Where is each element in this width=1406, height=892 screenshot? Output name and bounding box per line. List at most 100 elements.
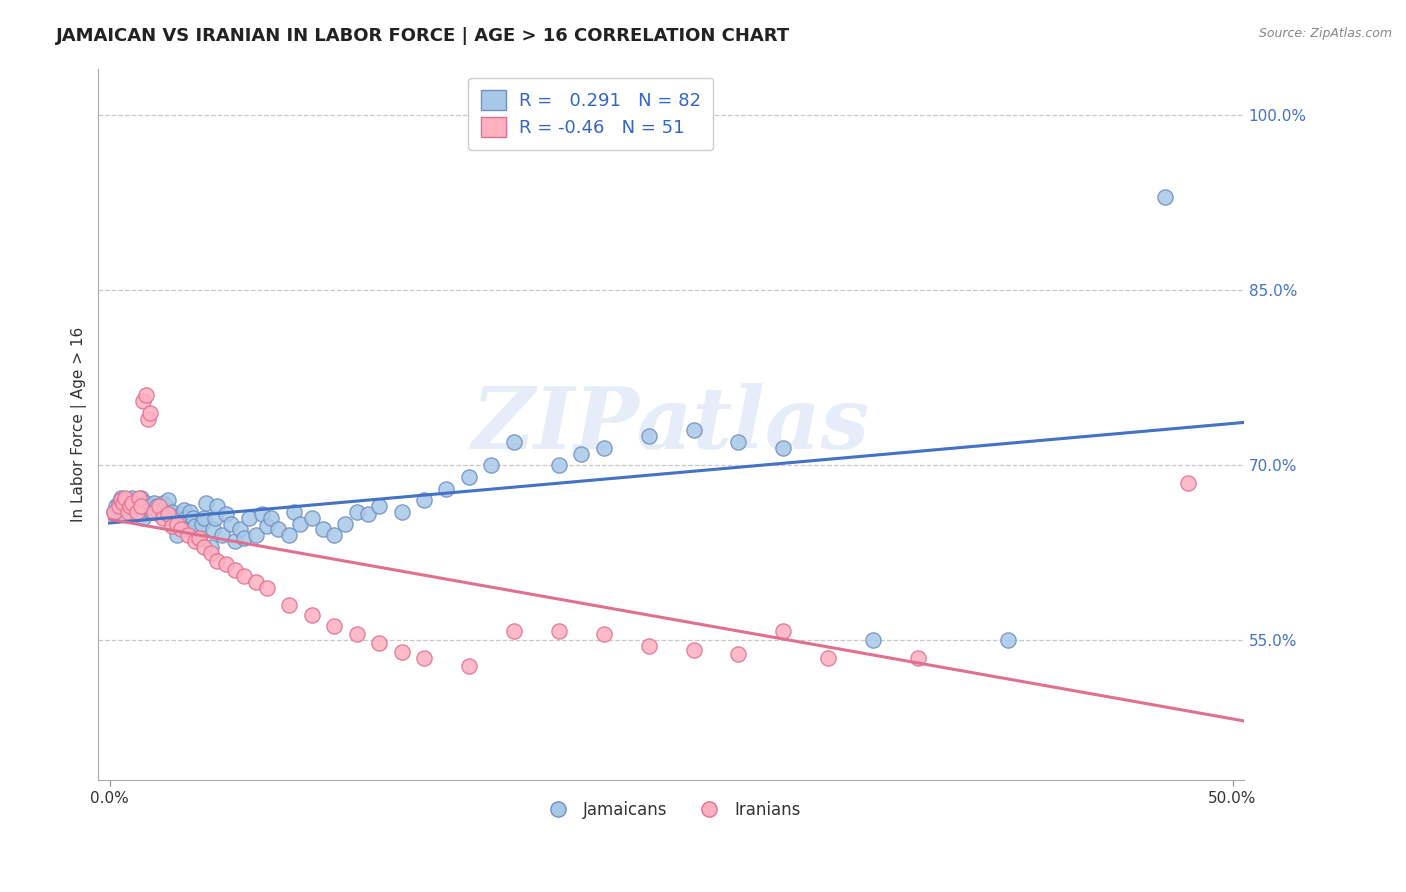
Point xyxy=(162,505,184,519)
Point xyxy=(200,540,222,554)
Point xyxy=(159,510,181,524)
Point xyxy=(143,505,166,519)
Point xyxy=(245,528,267,542)
Point xyxy=(195,495,218,509)
Point xyxy=(238,510,260,524)
Point xyxy=(118,493,141,508)
Point xyxy=(256,581,278,595)
Point xyxy=(139,406,162,420)
Legend: Jamaicans, Iranians: Jamaicans, Iranians xyxy=(534,794,807,825)
Point xyxy=(569,446,592,460)
Point xyxy=(107,499,129,513)
Point xyxy=(727,647,749,661)
Point xyxy=(413,650,436,665)
Text: Source: ZipAtlas.com: Source: ZipAtlas.com xyxy=(1258,27,1392,40)
Point xyxy=(256,519,278,533)
Point xyxy=(290,516,312,531)
Point xyxy=(193,510,215,524)
Point xyxy=(177,523,200,537)
Point xyxy=(121,495,143,509)
Point xyxy=(727,434,749,449)
Point xyxy=(458,470,481,484)
Point xyxy=(201,523,224,537)
Point xyxy=(110,493,132,508)
Point xyxy=(436,482,458,496)
Point xyxy=(219,516,242,531)
Y-axis label: In Labor Force | Age > 16: In Labor Force | Age > 16 xyxy=(72,326,87,522)
Text: ZIPatlas: ZIPatlas xyxy=(472,383,870,467)
Point xyxy=(167,516,190,531)
Point xyxy=(547,624,569,638)
Point xyxy=(152,495,174,509)
Point xyxy=(278,599,301,613)
Point xyxy=(1154,190,1177,204)
Point xyxy=(479,458,502,473)
Point xyxy=(114,501,136,516)
Point xyxy=(148,508,170,522)
Point xyxy=(136,502,159,516)
Point xyxy=(207,554,229,568)
Point xyxy=(278,528,301,542)
Point xyxy=(502,434,524,449)
Point xyxy=(179,505,201,519)
Point xyxy=(1177,475,1199,490)
Point xyxy=(211,528,233,542)
Point xyxy=(547,458,569,473)
Point xyxy=(188,531,211,545)
Point xyxy=(907,650,929,665)
Point xyxy=(128,491,150,505)
Point xyxy=(190,516,212,531)
Point xyxy=(128,495,150,509)
Point xyxy=(132,394,155,409)
Point xyxy=(184,534,207,549)
Point xyxy=(174,510,197,524)
Point xyxy=(368,635,391,649)
Point xyxy=(129,499,152,513)
Point xyxy=(184,519,207,533)
Point xyxy=(136,411,159,425)
Point xyxy=(637,429,659,443)
Point xyxy=(772,441,794,455)
Point xyxy=(170,508,193,522)
Point xyxy=(132,510,155,524)
Point xyxy=(357,508,380,522)
Point xyxy=(118,499,141,513)
Point xyxy=(346,627,368,641)
Point xyxy=(200,546,222,560)
Point xyxy=(229,523,252,537)
Point xyxy=(114,491,136,505)
Point xyxy=(141,505,163,519)
Point xyxy=(637,639,659,653)
Point xyxy=(215,558,238,572)
Point xyxy=(117,497,139,511)
Point xyxy=(224,534,246,549)
Point xyxy=(413,493,436,508)
Point xyxy=(215,508,238,522)
Point xyxy=(224,563,246,577)
Point xyxy=(152,510,174,524)
Point xyxy=(335,516,357,531)
Point xyxy=(110,491,132,505)
Point xyxy=(166,516,188,531)
Point xyxy=(204,510,226,524)
Point xyxy=(682,642,704,657)
Point xyxy=(592,441,614,455)
Point xyxy=(156,493,179,508)
Point xyxy=(155,499,177,513)
Point xyxy=(105,499,128,513)
Point xyxy=(188,531,211,545)
Point xyxy=(252,508,274,522)
Point xyxy=(177,528,200,542)
Point xyxy=(148,499,170,513)
Point xyxy=(245,574,267,589)
Point xyxy=(134,495,156,509)
Point xyxy=(125,505,148,519)
Point xyxy=(150,502,173,516)
Point xyxy=(162,519,184,533)
Point xyxy=(301,607,323,622)
Text: JAMAICAN VS IRANIAN IN LABOR FORCE | AGE > 16 CORRELATION CHART: JAMAICAN VS IRANIAN IN LABOR FORCE | AGE… xyxy=(56,27,790,45)
Point xyxy=(207,499,229,513)
Point xyxy=(502,624,524,638)
Point xyxy=(107,495,129,509)
Point xyxy=(862,633,884,648)
